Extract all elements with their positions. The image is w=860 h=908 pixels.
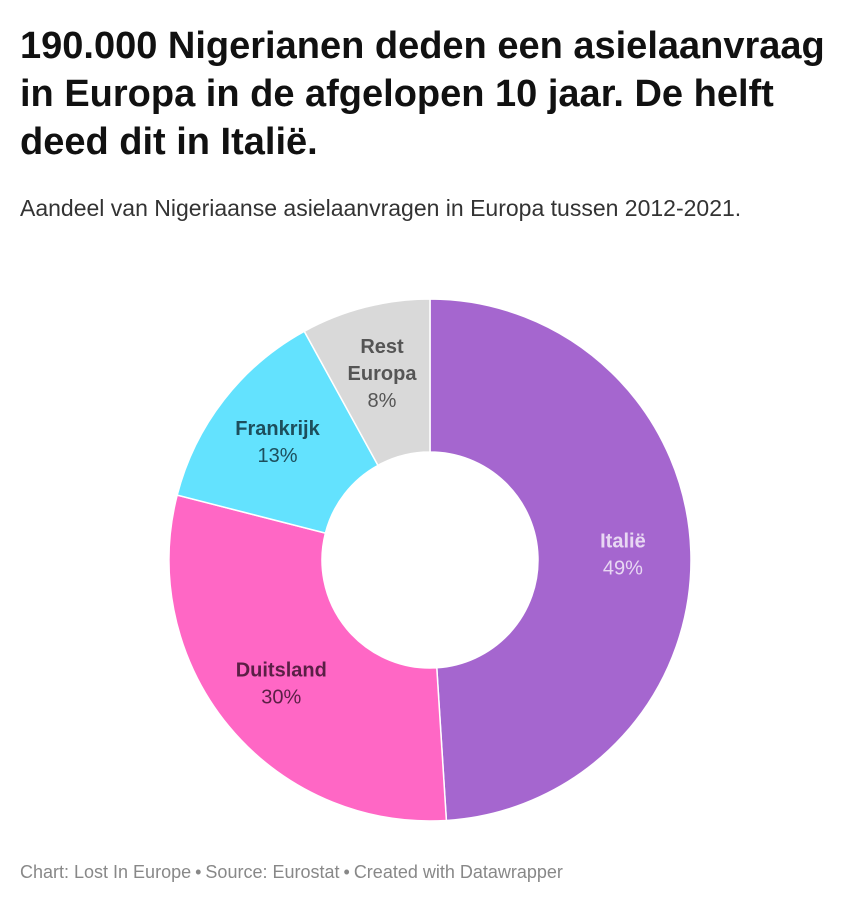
footer-separator: • xyxy=(343,862,350,882)
slice-value-label: 8% xyxy=(368,390,397,412)
footer-separator: • xyxy=(195,862,202,882)
slice-frankrijk[interactable] xyxy=(176,330,379,535)
chart-subtitle: Aandeel van Nigeriaanse asielaanvragen i… xyxy=(20,195,742,221)
slice-name-label: Duitsland xyxy=(236,660,327,682)
slice-label-rest-europa: Rest Europa 8% xyxy=(348,336,418,412)
slice-name-label: Frankrijk xyxy=(235,418,320,440)
slice-label-duitsland: Duitsland 30% xyxy=(236,660,327,709)
donut-chart: Italië 49% Duitsland 30% Frankrijk 13% Rest Eur… xyxy=(168,298,692,822)
slice-value-label: 49% xyxy=(603,557,643,579)
slice-value-label: 30% xyxy=(261,687,301,709)
slice-label-frankrijk: Frankrijk 13% xyxy=(235,418,320,467)
chart-footer: Chart: Lost In Europe • Source: Eurostat • C… xyxy=(20,862,563,883)
slice-italie[interactable] xyxy=(429,298,692,822)
slice-name-label: Europa xyxy=(348,363,418,385)
slice-label-italie: Italië 49% xyxy=(600,530,646,579)
footer-source: Source: Eurostat xyxy=(205,862,340,882)
footer-created-with: Created with Datawrapper xyxy=(353,862,563,882)
slice-duitsland[interactable] xyxy=(168,494,448,822)
slice-name-label: Italië xyxy=(600,530,646,552)
slice-name-label: Rest xyxy=(360,336,404,358)
chart-title: 190.000 Nigerianen deden een asielaanvra… xyxy=(20,25,825,163)
slice-rest-europa[interactable] xyxy=(303,298,431,467)
slice-value-label: 13% xyxy=(257,445,297,467)
footer-credit: Chart: Lost In Europe xyxy=(20,862,192,882)
